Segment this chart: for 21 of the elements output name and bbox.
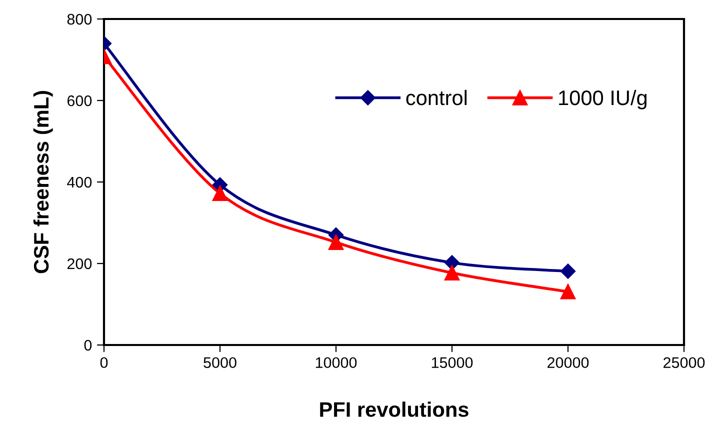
x-tick-label: 15000 xyxy=(432,357,473,368)
point xyxy=(444,265,460,281)
x-axis-title: PFI revolutions xyxy=(320,402,468,417)
point xyxy=(560,264,576,279)
y-tick-label: 400 xyxy=(67,176,92,188)
legend-label: control xyxy=(406,90,467,106)
y-tick-label: 0 xyxy=(84,340,92,351)
y-axis-title: CSF freeness (mL) xyxy=(33,90,53,274)
y-tick-label: 200 xyxy=(67,258,92,270)
legend-label: 1000 IU/g xyxy=(559,90,647,110)
point xyxy=(212,186,228,202)
point xyxy=(328,234,344,250)
y-tick-label: 600 xyxy=(67,95,92,106)
x-tick-label: 0 xyxy=(100,357,108,368)
x-tick-label: 20000 xyxy=(548,357,589,368)
y-tick-label: 800 xyxy=(67,14,92,25)
x-tick-label: 5000 xyxy=(204,357,236,368)
point xyxy=(560,284,576,300)
x-tick-label: 10000 xyxy=(316,357,357,368)
point xyxy=(444,255,460,270)
x-tick-label: 25000 xyxy=(664,357,705,368)
